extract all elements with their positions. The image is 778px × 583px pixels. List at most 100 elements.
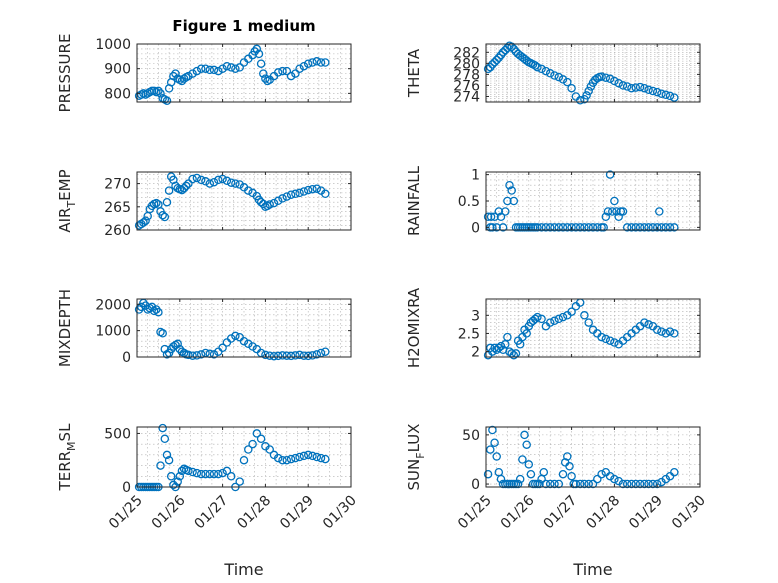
data-point — [605, 336, 615, 345]
data-point — [612, 207, 621, 216]
data-point — [158, 210, 167, 220]
data-point — [321, 189, 330, 199]
data-point — [286, 454, 296, 464]
y-tick-label: 2.5 — [458, 326, 480, 342]
data-point — [567, 223, 576, 232]
data-point — [652, 87, 662, 97]
data-point — [522, 56, 531, 65]
data-point — [248, 342, 257, 351]
y-tick-label: 0 — [122, 480, 131, 496]
data-point — [179, 74, 189, 83]
data-point — [530, 314, 540, 324]
data-point — [509, 350, 519, 360]
data-point — [303, 450, 313, 460]
data-point — [214, 66, 223, 76]
data-point — [584, 86, 593, 96]
data-point — [644, 223, 653, 232]
data-point — [541, 479, 551, 489]
data-point — [196, 64, 206, 73]
data-point — [635, 82, 645, 92]
data-point — [139, 218, 148, 227]
data-point — [269, 351, 279, 361]
data-point — [584, 318, 593, 327]
data-point — [239, 455, 249, 465]
data-point — [670, 223, 679, 232]
data-point — [515, 474, 525, 484]
data-point — [295, 188, 304, 198]
data-point — [526, 469, 536, 479]
data-point — [599, 223, 608, 232]
data-point — [640, 479, 649, 489]
data-point — [554, 479, 564, 489]
y-axis-label: TERRMSL — [56, 423, 78, 492]
y-axis-label: H2OMIXRA — [405, 287, 423, 368]
data-point — [622, 479, 632, 489]
data-point — [295, 64, 304, 73]
axes-box — [136, 171, 352, 231]
data-point — [610, 196, 619, 206]
data-point — [558, 223, 568, 232]
y-tick-label: 274 — [453, 89, 480, 105]
data-point — [509, 44, 519, 54]
data-point — [175, 472, 185, 481]
data-point — [282, 192, 292, 201]
data-point — [179, 183, 189, 193]
data-point — [657, 223, 666, 232]
data-point — [209, 65, 219, 75]
data-point — [308, 351, 317, 360]
axes-box — [136, 43, 352, 103]
y-tick-label: 270 — [104, 177, 131, 193]
figure-title: Figure 1 medium — [172, 17, 315, 35]
data-point — [511, 349, 521, 358]
data-point — [665, 327, 675, 336]
data-point — [205, 469, 215, 479]
data-point — [488, 425, 497, 435]
data-point — [541, 66, 551, 76]
data-point — [162, 197, 172, 207]
data-point — [231, 179, 240, 188]
y-tick-label: 0.5 — [458, 194, 480, 210]
data-point — [603, 207, 613, 216]
y-axis-label: AIRTEMP — [56, 169, 78, 232]
data-point — [593, 223, 602, 232]
panel-rainfall: 0 0.5 1 RAINFALL — [405, 165, 701, 236]
data-point — [321, 347, 330, 356]
data-point — [605, 170, 615, 179]
data-point — [550, 316, 559, 326]
data-point — [610, 338, 619, 347]
data-point — [575, 479, 585, 489]
data-point — [218, 343, 227, 353]
y-tick-label: 3 — [471, 308, 480, 324]
data-point — [312, 184, 322, 193]
data-point — [299, 187, 309, 196]
data-point — [665, 91, 675, 101]
x-tick-label: 01/28 — [583, 493, 623, 533]
data-point — [507, 186, 516, 195]
data-point — [162, 350, 172, 359]
data-point — [152, 198, 161, 208]
data-point — [218, 174, 227, 184]
data-point — [222, 61, 232, 71]
data-point — [218, 64, 227, 73]
axes-box — [485, 298, 701, 358]
data-point — [631, 83, 641, 92]
data-point — [265, 351, 274, 360]
data-point — [601, 212, 611, 222]
y-tick-label: 2000 — [95, 297, 131, 313]
data-point — [222, 338, 232, 347]
data-point — [282, 455, 292, 465]
data-point — [291, 189, 300, 199]
data-point — [644, 479, 653, 489]
data-point — [627, 223, 636, 232]
data-point — [235, 63, 244, 72]
data-point — [321, 454, 330, 464]
data-point — [507, 42, 516, 52]
data-point — [226, 334, 236, 343]
data-point — [321, 58, 330, 67]
data-point — [533, 312, 542, 322]
y-tick-label: 260 — [104, 223, 131, 239]
data-point — [601, 73, 611, 82]
data-point — [550, 479, 559, 489]
data-point — [614, 476, 623, 486]
